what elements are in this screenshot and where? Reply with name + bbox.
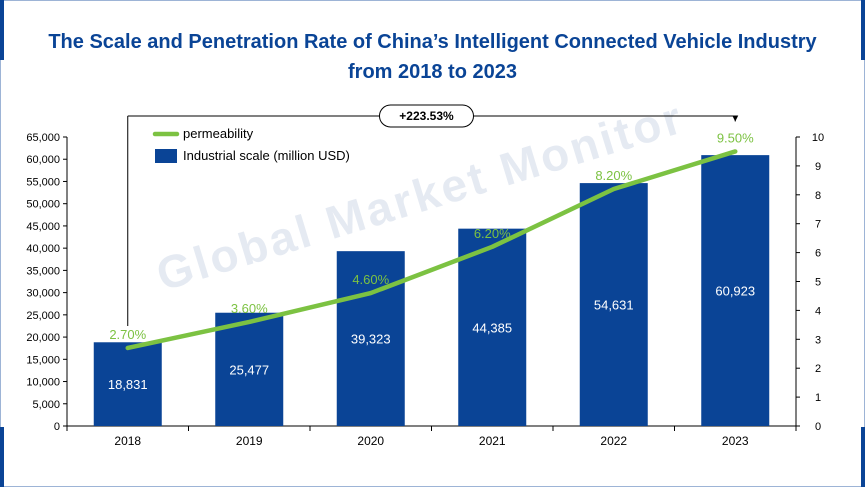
bar [701, 155, 770, 427]
x-axis-tick-label: 2019 [236, 434, 263, 448]
corner-mark-bottom-right [861, 427, 865, 487]
left-axis-tick-label: 65,000 [26, 132, 60, 144]
left-axis-tick-label: 0 [54, 421, 60, 433]
x-axis-tick-label: 2023 [722, 434, 749, 448]
bar-value-label: 25,477 [229, 362, 269, 377]
left-axis-tick-label: 55,000 [26, 176, 60, 188]
line-value-label: 3.60% [231, 301, 268, 316]
right-axis-tick-label: 4 [815, 305, 821, 317]
bar-value-label: 39,323 [351, 332, 391, 347]
x-axis-tick-label: 2021 [479, 434, 506, 448]
x-axis-tick-label: 2020 [357, 434, 384, 448]
right-axis-tick-label: 0 [815, 421, 821, 433]
right-axis-tick-label: 3 [815, 334, 821, 346]
x-axis-tick-label: 2018 [114, 434, 141, 448]
legend-line-label: permeability [183, 126, 254, 141]
right-axis-tick-label: 5 [815, 277, 821, 289]
line-value-label: 9.50% [717, 130, 754, 145]
chart-title: The Scale and Penetration Rate of China’… [0, 27, 865, 87]
left-axis-tick-label: 40,000 [26, 243, 60, 255]
left-axis-tick-label: 45,000 [26, 221, 60, 233]
right-axis-tick-label: 2 [815, 363, 821, 375]
left-axis-tick-label: 50,000 [26, 199, 60, 211]
annotation-badge [379, 104, 474, 128]
left-axis-tick-label: 10,000 [26, 377, 60, 389]
right-axis-tick-label: 1 [815, 392, 821, 404]
left-axis-tick-label: 5,000 [32, 399, 60, 411]
bar [215, 312, 284, 426]
right-axis-tick-label: 9 [815, 161, 821, 173]
left-axis-tick-label: 60,000 [26, 154, 60, 166]
bar-value-label: 60,923 [715, 284, 755, 299]
right-axis-tick-label: 7 [815, 219, 821, 231]
left-axis-tick-label: 35,000 [26, 265, 60, 277]
line-value-label: 2.70% [109, 327, 146, 342]
x-axis-tick-label: 2022 [600, 434, 627, 448]
bar [458, 228, 527, 426]
corner-mark-bottom-left [0, 427, 4, 487]
permeability-line [125, 149, 738, 351]
line-value-label: 4.60% [352, 272, 389, 287]
right-axis-tick-label: 10 [812, 132, 824, 144]
legend-bar-swatch [155, 149, 177, 163]
corner-mark-top-left [0, 0, 4, 60]
bar [579, 183, 648, 426]
line-value-label: 8.20% [595, 168, 632, 183]
chart-title-line-2: from 2018 to 2023 [348, 61, 517, 83]
right-axis-tick-label: 8 [815, 190, 821, 202]
left-axis-tick-label: 30,000 [26, 288, 60, 300]
left-axis-tick-label: 15,000 [26, 354, 60, 366]
bar [93, 342, 162, 426]
line-value-label: 6.20% [474, 226, 511, 241]
legend-bar-label: Industrial scale (million USD) [183, 148, 350, 163]
chart-title-line-1: The Scale and Penetration Rate of China’… [48, 31, 817, 53]
bar-value-label: 18,831 [108, 377, 148, 392]
corner-mark-top-right [861, 0, 865, 60]
annotation-label: +223.53% [399, 109, 454, 123]
right-axis-tick-label: 6 [815, 248, 821, 260]
bar-value-label: 54,631 [594, 298, 634, 313]
bar-value-label: 44,385 [472, 320, 512, 335]
annotation-arrowhead [732, 115, 739, 122]
left-axis-tick-label: 25,000 [26, 310, 60, 322]
bar [336, 251, 405, 426]
left-axis-tick-label: 20,000 [26, 332, 60, 344]
